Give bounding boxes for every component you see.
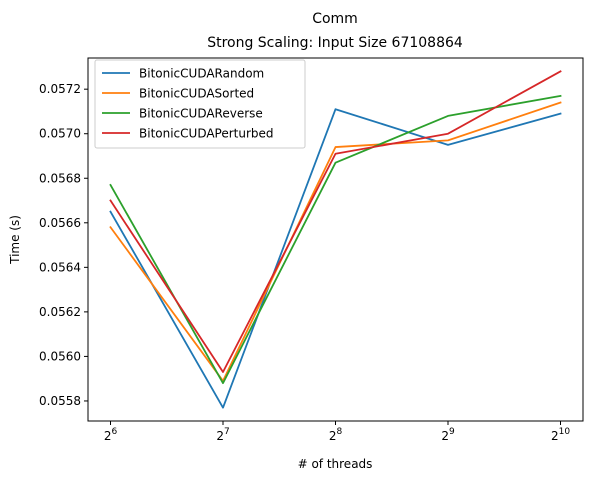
- y-axis: 0.0558 0.0560 0.0562 0.0564 0.0566 0.0568 0.05…: [39, 82, 88, 408]
- y-tick-label: 0.0566: [39, 216, 81, 230]
- series-line-0: [109, 108, 562, 409]
- y-tick-label: 0.0570: [39, 127, 81, 141]
- series-line-1: [109, 101, 562, 382]
- legend-box: [94, 59, 306, 149]
- series-layer: [109, 70, 562, 409]
- x-tick-exponent: 7: [224, 427, 230, 437]
- x-tick-label: 28: [329, 427, 343, 443]
- legend-label: BitonicCUDAPerturbed: [139, 127, 274, 141]
- series-line-3: [109, 70, 562, 373]
- x-tick-base: 2: [441, 429, 449, 443]
- y-axis-label: Time (s): [8, 215, 22, 265]
- y-tick-label: 0.0558: [39, 394, 81, 408]
- x-tick-exponent: 9: [449, 427, 455, 437]
- legend-label: BitonicCUDARandom: [139, 67, 264, 81]
- y-tick-label: 0.0560: [39, 349, 81, 363]
- x-tick-base: 2: [551, 429, 559, 443]
- x-tick-base: 2: [216, 429, 224, 443]
- x-tick-label: 210: [551, 427, 570, 443]
- x-tick-base: 2: [329, 429, 337, 443]
- x-tick-base: 2: [104, 429, 112, 443]
- chart-title: Comm: [312, 11, 358, 27]
- x-tick-label: 26: [104, 427, 118, 443]
- x-axis-label: # of threads: [298, 457, 373, 471]
- y-tick-label: 0.0572: [39, 82, 81, 96]
- legend: BitonicCUDARandom BitonicCUDASorted Bitoni…: [94, 59, 306, 149]
- x-tick-exponent: 10: [559, 427, 571, 437]
- y-tick-label: 0.0562: [39, 305, 81, 319]
- x-tick-label: 27: [216, 427, 229, 443]
- y-tick-label: 0.0568: [39, 171, 81, 185]
- x-tick-exponent: 6: [111, 427, 117, 437]
- legend-label: BitonicCUDAReverse: [139, 107, 263, 121]
- x-tick-exponent: 8: [336, 427, 342, 437]
- chart-subtitle: Strong Scaling: Input Size 67108864: [207, 35, 463, 51]
- series-line-2: [109, 94, 562, 385]
- legend-label: BitonicCUDASorted: [139, 87, 254, 101]
- x-tick-label: 29: [441, 427, 455, 443]
- x-axis: 26 27 28 29 210: [104, 421, 570, 443]
- y-tick-label: 0.0564: [39, 260, 81, 274]
